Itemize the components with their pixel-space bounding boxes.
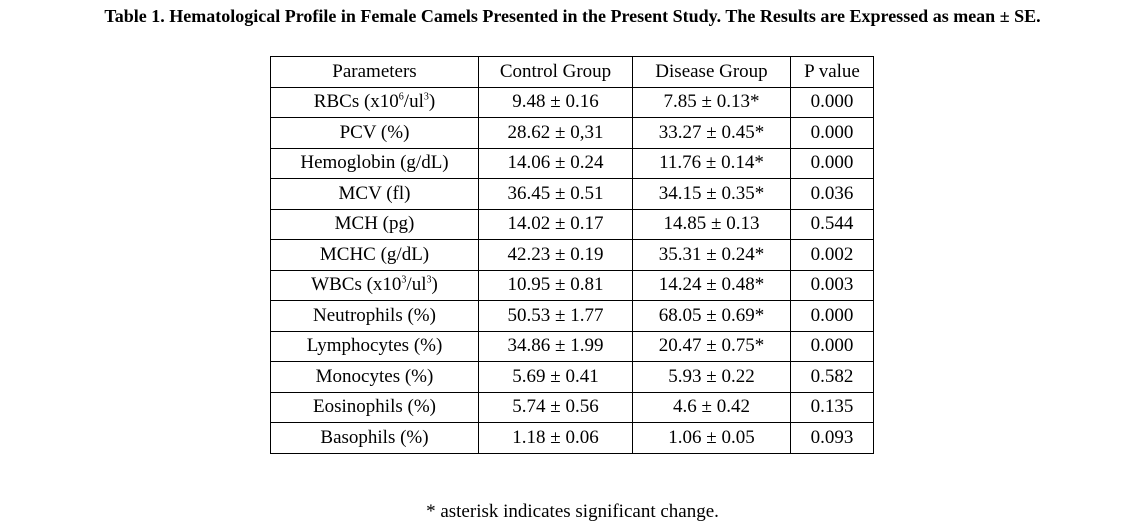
parameter-cell: Neutrophils (%) [270,300,479,332]
p-value-cell: 0.093 [790,422,874,454]
table-row: Neutrophils (%) 50.53 ± 1.77 68.05 ± 0.6… [270,300,874,332]
p-value-cell: 0.036 [790,178,874,210]
disease-value-cell: 35.31 ± 0.24* [632,239,791,271]
footnote: * asterisk indicates significant change. [426,501,719,522]
parameter-cell: Hemoglobin (g/dL) [270,147,479,179]
control-value-cell: 28.62 ± 0,31 [478,117,633,149]
disease-value-cell: 20.47 ± 0.75* [632,330,791,362]
table-row: Monocytes (%) 5.69 ± 0.41 5.93 ± 0.22 0.… [270,361,874,393]
control-value-cell: 5.74 ± 0.56 [478,391,633,423]
disease-value-cell: 7.85 ± 0.13* [632,86,791,118]
table-row: Lymphocytes (%) 34.86 ± 1.99 20.47 ± 0.7… [270,330,874,362]
header-parameters: Parameters [270,56,479,88]
header-disease-group: Disease Group [632,56,791,88]
p-value-cell: 0.003 [790,269,874,301]
p-value-cell: 0.000 [790,86,874,118]
control-value-cell: 36.45 ± 0.51 [478,178,633,210]
table-row: Hemoglobin (g/dL) 14.06 ± 0.24 11.76 ± 0… [270,147,874,179]
table-row: MCV (fl) 36.45 ± 0.51 34.15 ± 0.35* 0.03… [270,178,874,210]
table-row: Basophils (%) 1.18 ± 0.06 1.06 ± 0.05 0.… [270,422,874,454]
parameter-cell: WBCs (x103/ul3) [270,269,479,301]
parameter-cell: PCV (%) [270,117,479,149]
table-row: MCHC (g/dL) 42.23 ± 0.19 35.31 ± 0.24* 0… [270,239,874,271]
table-row: PCV (%) 28.62 ± 0,31 33.27 ± 0.45* 0.000 [270,117,874,149]
control-value-cell: 10.95 ± 0.81 [478,269,633,301]
table-row: MCH (pg) 14.02 ± 0.17 14.85 ± 0.13 0.544 [270,208,874,240]
disease-value-cell: 14.24 ± 0.48* [632,269,791,301]
parameter-cell: MCH (pg) [270,208,479,240]
disease-value-cell: 11.76 ± 0.14* [632,147,791,179]
p-value-cell: 0.000 [790,330,874,362]
p-value-cell: 0.000 [790,300,874,332]
control-value-cell: 9.48 ± 0.16 [478,86,633,118]
table-row: RBCs (x106/ul3) 9.48 ± 0.16 7.85 ± 0.13*… [270,86,874,118]
disease-value-cell: 33.27 ± 0.45* [632,117,791,149]
control-value-cell: 1.18 ± 0.06 [478,422,633,454]
parameter-cell: MCHC (g/dL) [270,239,479,271]
parameter-cell: Lymphocytes (%) [270,330,479,362]
parameter-cell: RBCs (x106/ul3) [270,86,479,118]
p-value-cell: 0.582 [790,361,874,393]
disease-value-cell: 1.06 ± 0.05 [632,422,791,454]
control-value-cell: 50.53 ± 1.77 [478,300,633,332]
disease-value-cell: 4.6 ± 0.42 [632,391,791,423]
disease-value-cell: 14.85 ± 0.13 [632,208,791,240]
table-row: Eosinophils (%) 5.74 ± 0.56 4.6 ± 0.42 0… [270,391,874,423]
control-value-cell: 5.69 ± 0.41 [478,361,633,393]
table-row: WBCs (x103/ul3) 10.95 ± 0.81 14.24 ± 0.4… [270,269,874,301]
parameter-cell: Monocytes (%) [270,361,479,393]
p-value-cell: 0.135 [790,391,874,423]
parameter-cell: MCV (fl) [270,178,479,210]
header-control-group: Control Group [478,56,633,88]
disease-value-cell: 5.93 ± 0.22 [632,361,791,393]
table-caption: Table 1. Hematological Profile in Female… [104,6,1041,26]
control-value-cell: 34.86 ± 1.99 [478,330,633,362]
hematology-table: Parameters Control Group Disease Group P… [270,56,874,454]
table-header-row: Parameters Control Group Disease Group P… [270,56,874,88]
parameter-cell: Basophils (%) [270,422,479,454]
control-value-cell: 14.06 ± 0.24 [478,147,633,179]
control-value-cell: 14.02 ± 0.17 [478,208,633,240]
p-value-cell: 0.544 [790,208,874,240]
header-p-value: P value [790,56,874,88]
parameter-cell: Eosinophils (%) [270,391,479,423]
control-value-cell: 42.23 ± 0.19 [478,239,633,271]
p-value-cell: 0.000 [790,117,874,149]
p-value-cell: 0.002 [790,239,874,271]
disease-value-cell: 68.05 ± 0.69* [632,300,791,332]
disease-value-cell: 34.15 ± 0.35* [632,178,791,210]
p-value-cell: 0.000 [790,147,874,179]
